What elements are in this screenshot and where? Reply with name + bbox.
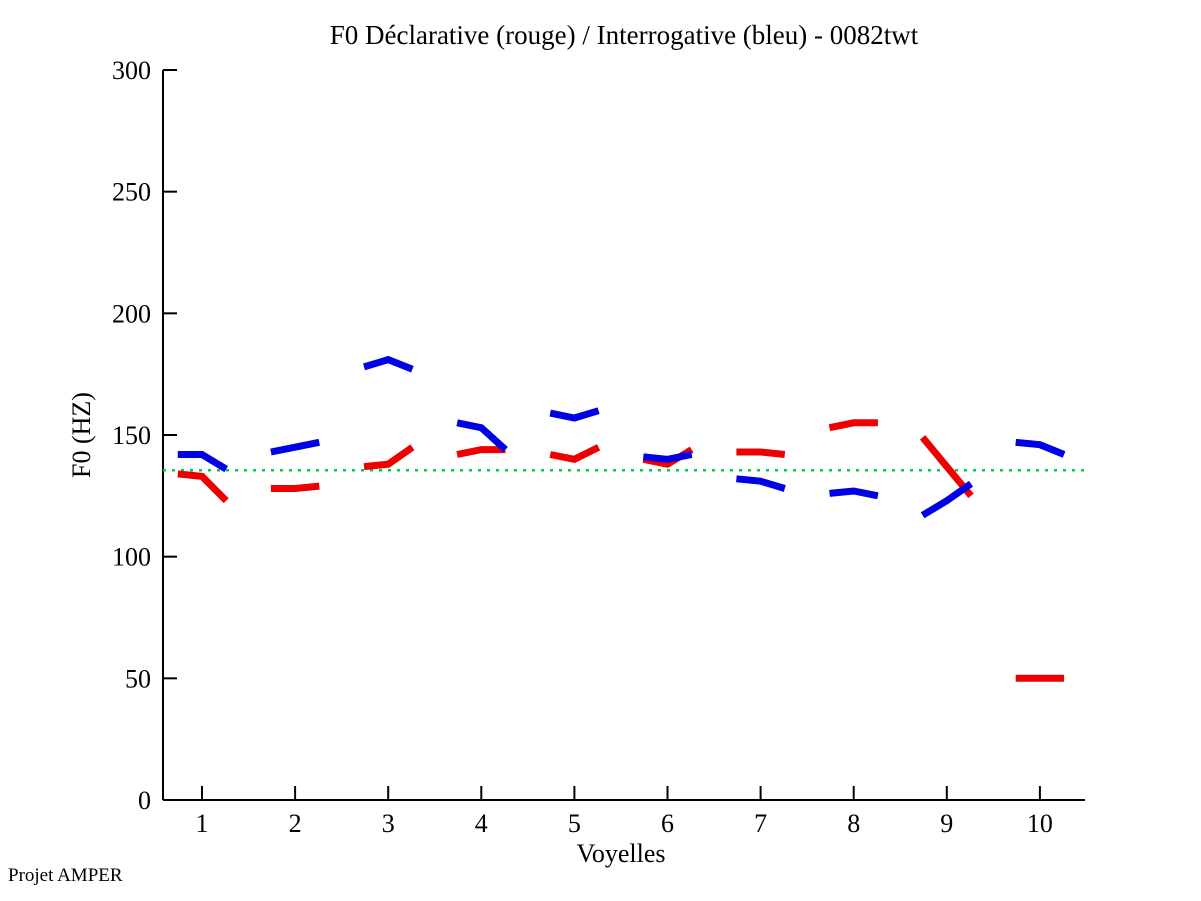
declarative-segment-v3 bbox=[363, 444, 415, 471]
interrogative-segment-v3 bbox=[362, 355, 414, 373]
interrogative-segment-v10 bbox=[1015, 438, 1066, 458]
x-tick-label: 4 bbox=[475, 809, 488, 838]
footer-project-label: Projet AMPER bbox=[8, 865, 123, 886]
y-tick-label: 100 bbox=[112, 543, 151, 572]
x-tick-label: 7 bbox=[754, 809, 767, 838]
y-tick-label: 200 bbox=[112, 299, 151, 328]
x-tick-label: 9 bbox=[940, 809, 953, 838]
interrogative-segment-v4 bbox=[456, 419, 508, 453]
declarative-segment-v8 bbox=[828, 419, 878, 432]
x-tick-label: 8 bbox=[847, 809, 860, 838]
interrogative-segment-v5 bbox=[549, 407, 600, 422]
interrogative-segment-v2 bbox=[270, 438, 320, 456]
declarative-segment-v1 bbox=[177, 470, 229, 504]
interrogative-segment-v7 bbox=[736, 475, 786, 492]
y-tick-label: 150 bbox=[112, 421, 151, 450]
y-tick-label: 250 bbox=[112, 178, 151, 207]
x-tick-label: 3 bbox=[382, 809, 395, 838]
x-tick-label: 5 bbox=[568, 809, 581, 838]
declarative-segment-v2 bbox=[270, 482, 320, 492]
y-tick-label: 0 bbox=[138, 786, 151, 815]
data-series-layer bbox=[177, 355, 1066, 682]
declarative-segment-v4 bbox=[456, 446, 506, 458]
x-tick-label: 6 bbox=[661, 809, 674, 838]
interrogative-segment-v9 bbox=[920, 480, 974, 519]
interrogative-segment-v6 bbox=[642, 451, 693, 463]
x-axis-label: Voyelles bbox=[576, 839, 665, 868]
axes: 0 50 100 150 200 250 300 1 2 3 4 5 6 7 8 9 10 bbox=[112, 56, 1085, 838]
y-tick-label: 50 bbox=[125, 664, 151, 693]
declarative-segment-v7 bbox=[736, 448, 786, 458]
y-tick-label: 300 bbox=[112, 56, 151, 85]
x-tick-label: 10 bbox=[1027, 809, 1053, 838]
interrogative-segment-v1 bbox=[177, 451, 229, 473]
interrogative-segment-v8 bbox=[829, 487, 879, 500]
declarative-segment-v5 bbox=[549, 444, 601, 463]
x-tick-label: 1 bbox=[196, 809, 209, 838]
x-tick-label: 2 bbox=[289, 809, 302, 838]
chart-title: F0 Déclarative (rouge) / Interrogative (… bbox=[330, 20, 919, 50]
y-axis-label: F0 (HZ) bbox=[67, 392, 96, 478]
